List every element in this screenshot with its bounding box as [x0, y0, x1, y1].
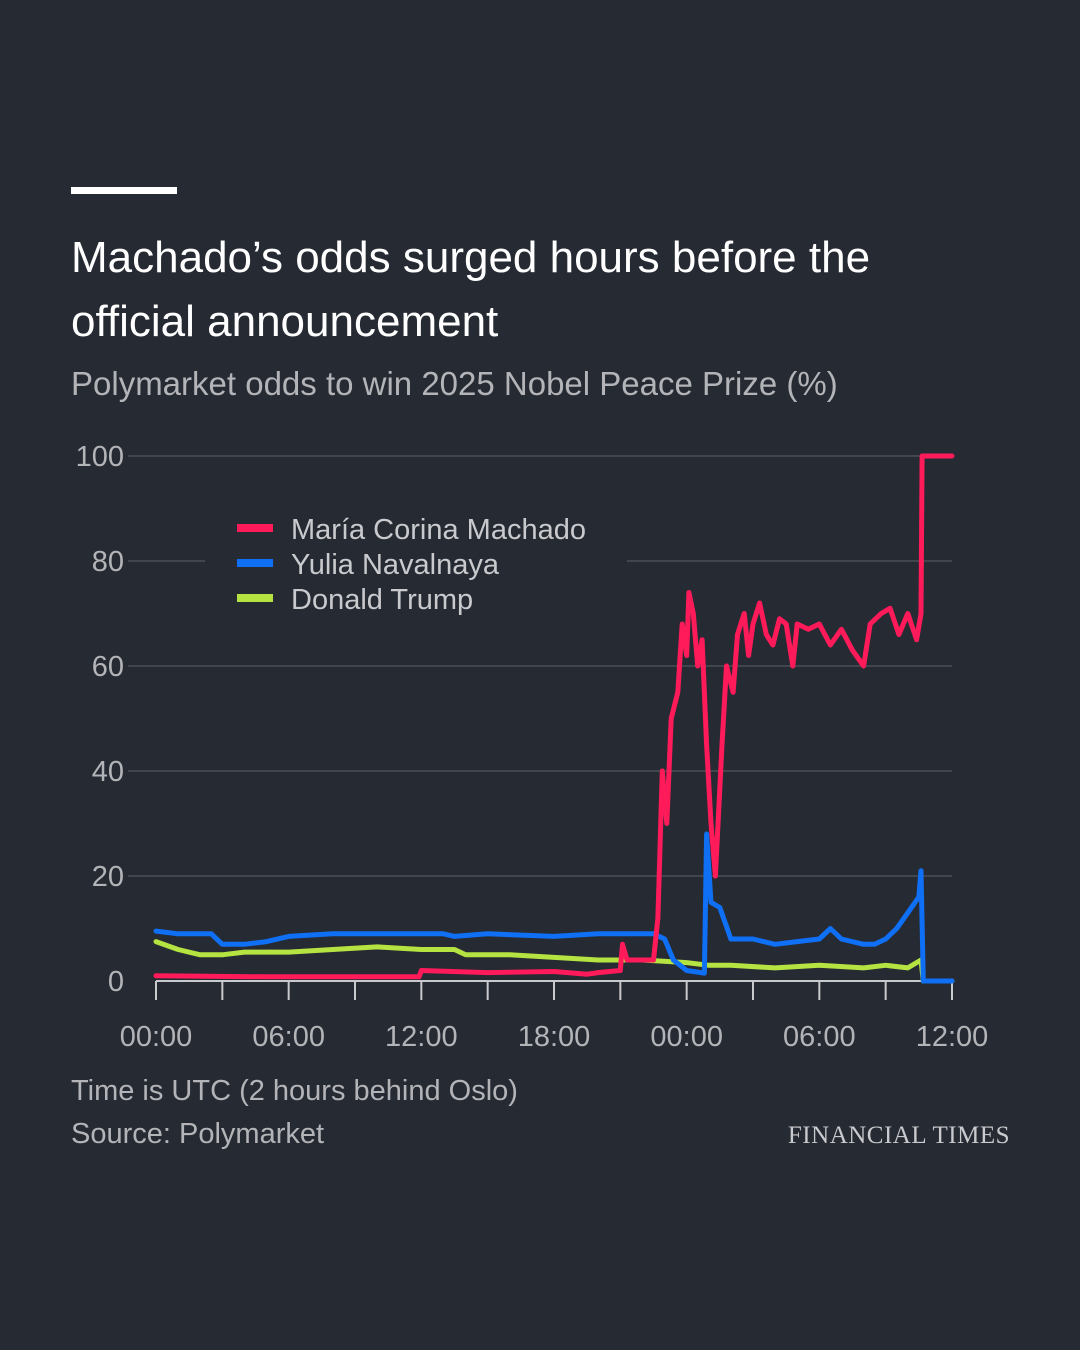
legend-background: [205, 505, 627, 617]
line-chart: 0 20 40 60 80 100 00:00 06:00 12:00 18:00 00:00 06…: [76, 441, 989, 1053]
legend-label: Donald Trump: [291, 584, 473, 616]
y-tick-label: 100: [76, 441, 124, 473]
x-tick-label: 06:00: [783, 1021, 856, 1053]
y-tick-label: 20: [92, 861, 124, 893]
y-tick-label: 60: [92, 651, 124, 683]
x-tick-label: 00:00: [120, 1021, 193, 1053]
x-tick-label: 12:00: [385, 1021, 458, 1053]
title-accent-bar: [71, 187, 177, 194]
legend-swatch: [237, 594, 273, 602]
source-note: Source: Polymarket: [71, 1118, 325, 1150]
x-axis: 00:00 06:00 12:00 18:00 00:00 06:00 12:00: [120, 980, 989, 1053]
x-tick-label: 12:00: [916, 1021, 989, 1053]
chart-subtitle: Polymarket odds to win 2025 Nobel Peace …: [71, 365, 838, 402]
legend-label: Yulia Navalnaya: [291, 549, 500, 581]
x-tick-label: 18:00: [518, 1021, 591, 1053]
series-line-1: [153, 831, 955, 984]
y-axis-ticks: 0 20 40 60 80 100: [76, 441, 124, 998]
x-tick-label: 06:00: [252, 1021, 325, 1053]
series-line-2: [153, 939, 955, 984]
legend-label: María Corina Machado: [291, 514, 586, 546]
series-lines: [153, 453, 955, 984]
ft-logo: FINANCIAL TIMES: [787, 1122, 1010, 1149]
y-tick-label: 40: [92, 756, 124, 788]
y-tick-label: 0: [108, 966, 124, 998]
legend-swatch: [237, 559, 273, 567]
series-line-0: [153, 453, 955, 980]
legend-swatch: [237, 524, 273, 532]
x-tick-label: 00:00: [650, 1021, 723, 1053]
time-note: Time is UTC (2 hours behind Oslo): [71, 1075, 518, 1107]
chart-title: Machado’s odds surged hours before the o…: [71, 233, 871, 346]
y-tick-label: 80: [92, 546, 124, 578]
